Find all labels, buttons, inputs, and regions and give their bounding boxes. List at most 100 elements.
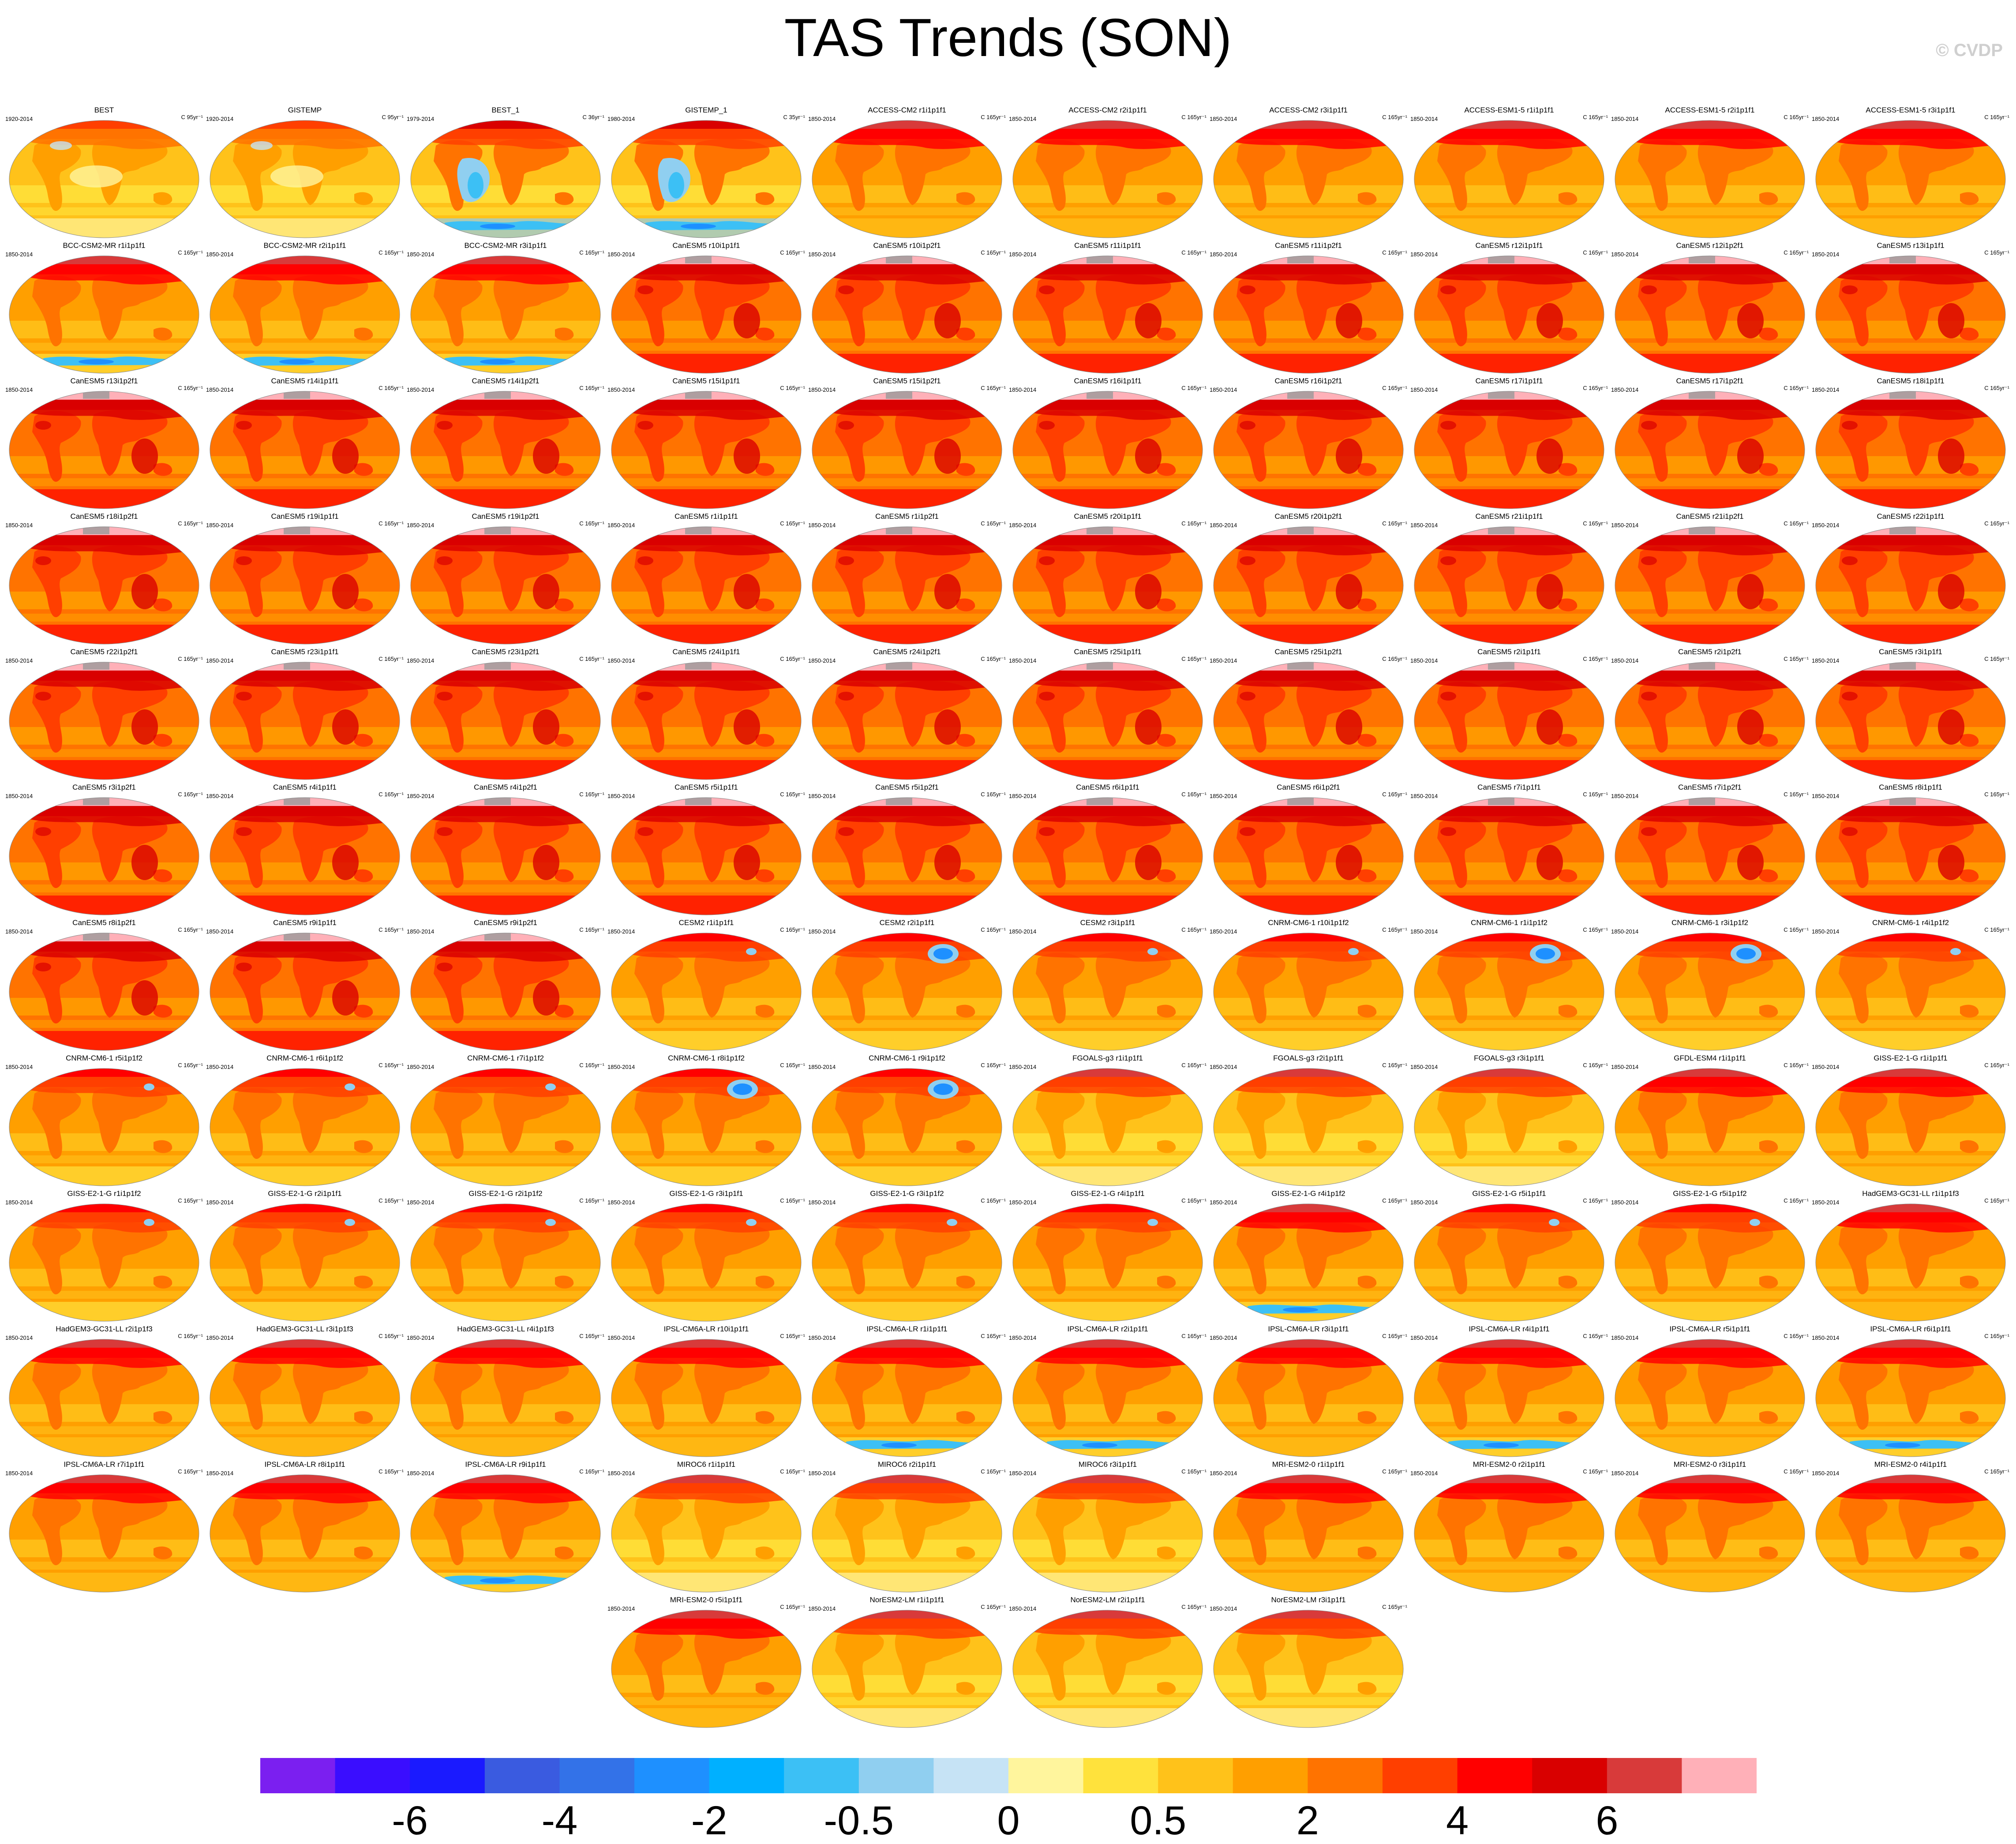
panel-years: 1850-2014 xyxy=(1611,928,1639,935)
panel-title: CanESM5 r12i1p2f1 xyxy=(1676,241,1744,250)
panel-years: 1850-2014 xyxy=(1009,116,1037,122)
panel-title: GISS-E2-1-G r4i1p1f1 xyxy=(1071,1189,1145,1198)
panel-units: C 165yr⁻¹ xyxy=(1382,385,1407,391)
trend-map xyxy=(1815,1474,2006,1593)
panel-years: 1850-2014 xyxy=(808,386,836,393)
trend-map xyxy=(1615,1203,1805,1322)
map-panel: GISS-E2-1-G r5i1p1f1 1850-2014 C 165yr⁻¹ xyxy=(1409,1189,1609,1325)
trend-map xyxy=(1615,662,1805,780)
panel-years: 1850-2014 xyxy=(5,251,33,258)
panel-years: 1850-2014 xyxy=(1611,522,1639,528)
panel-units: C 165yr⁻¹ xyxy=(1583,1197,1608,1204)
trend-map xyxy=(1815,662,2006,780)
panel-years: 1850-2014 xyxy=(1812,1199,1840,1206)
panel-title: GFDL-ESM4 r1i1p1f1 xyxy=(1674,1054,1746,1062)
trend-map xyxy=(1414,526,1604,645)
colorbar-swatch xyxy=(1383,1758,1458,1793)
panel-units: C 165yr⁻¹ xyxy=(1181,1468,1207,1475)
trend-map xyxy=(1213,526,1404,645)
trend-map xyxy=(1213,797,1404,915)
trend-map xyxy=(1615,1068,1805,1186)
map-panel: CNRM-CM6-1 r5i1p1f2 1850-2014 C 165yr⁻¹ xyxy=(4,1054,204,1190)
panel-title: CNRM-CM6-1 r4i1p1f2 xyxy=(1872,918,1949,927)
panel-title: GISS-E2-1-G r1i1p1f2 xyxy=(67,1189,141,1198)
trend-map xyxy=(1615,120,1805,238)
map-panel: ACCESS-ESM1-5 r3i1p1f1 1850-2014 C 165yr⁻¹ xyxy=(1811,106,2010,242)
trend-map xyxy=(1615,1339,1805,1457)
map-panel: GISS-E2-1-G r3i1p1f2 1850-2014 C 165yr⁻¹ xyxy=(807,1189,1007,1325)
panel-years: 1850-2014 xyxy=(1210,1605,1237,1612)
trend-map xyxy=(210,1474,400,1593)
map-panel: GISS-E2-1-G r1i1p1f2 1850-2014 C 165yr⁻¹ xyxy=(4,1189,204,1325)
panel-title: IPSL-CM6A-LR r2i1p1f1 xyxy=(1067,1325,1148,1333)
panel-years: 1850-2014 xyxy=(5,522,33,528)
trend-map xyxy=(1414,797,1604,915)
map-panel: GISS-E2-1-G r2i1p1f2 1850-2014 C 165yr⁻¹ xyxy=(406,1189,605,1325)
colorbar-swatch xyxy=(1682,1758,1757,1793)
panel-units: C 165yr⁻¹ xyxy=(1382,114,1407,120)
panel-title: CanESM5 r9i1p1f1 xyxy=(273,918,337,927)
panel-units: C 165yr⁻¹ xyxy=(378,1468,404,1475)
trend-map xyxy=(611,662,802,780)
trend-map xyxy=(410,1203,601,1322)
panel-title: CanESM5 r5i1p2f1 xyxy=(875,783,939,791)
panel-years: 1850-2014 xyxy=(808,793,836,799)
panel-units: C 165yr⁻¹ xyxy=(1984,1197,2009,1204)
panel-title: CanESM5 r2i1p1f1 xyxy=(1477,648,1541,656)
panel-title: CanESM5 r14i1p1f1 xyxy=(271,377,339,385)
panel-title: CanESM5 r10i1p2f1 xyxy=(873,241,941,250)
panel-units: C 165yr⁻¹ xyxy=(579,1197,604,1204)
panel-years: 1850-2014 xyxy=(1210,657,1237,664)
panel-years: 1850-2014 xyxy=(1009,1470,1037,1477)
map-panel: CanESM5 r8i1p1f1 1850-2014 C 165yr⁻¹ xyxy=(1811,783,2010,919)
panel-title: CanESM5 r19i1p1f1 xyxy=(271,512,339,521)
panel-units: C 165yr⁻¹ xyxy=(780,1604,805,1610)
panel-title: MRI-ESM2-0 r2i1p1f1 xyxy=(1473,1460,1546,1469)
trend-map xyxy=(1815,391,2006,509)
trend-map xyxy=(1213,1068,1404,1186)
panel-units: C 165yr⁻¹ xyxy=(1382,1333,1407,1339)
trend-map xyxy=(410,797,601,915)
panel-units: C 165yr⁻¹ xyxy=(1984,249,2009,256)
panel-title: CanESM5 r4i1p1f1 xyxy=(273,783,337,791)
panel-years: 1850-2014 xyxy=(607,657,635,664)
panel-units: C 165yr⁻¹ xyxy=(579,656,604,662)
map-panel: CanESM5 r4i1p2f1 1850-2014 C 165yr⁻¹ xyxy=(406,783,605,919)
panel-years: 1850-2014 xyxy=(808,1064,836,1070)
colorbar-labels: -6 -4 -2 -0.5 0 0.5 2 4 6 xyxy=(0,1798,2016,1843)
trend-map xyxy=(812,526,1002,645)
panel-years: 1850-2014 xyxy=(808,928,836,935)
colorbar-swatch xyxy=(1233,1758,1308,1793)
trend-map xyxy=(611,1474,802,1593)
trend-map xyxy=(611,1068,802,1186)
trend-map xyxy=(1213,1474,1404,1593)
panel-title: FGOALS-g3 r1i1p1f1 xyxy=(1072,1054,1143,1062)
trend-map xyxy=(1012,797,1203,915)
panel-title: CanESM5 r17i1p2f1 xyxy=(1676,377,1744,385)
panel-years: 1850-2014 xyxy=(5,1470,33,1477)
map-panel: CNRM-CM6-1 r6i1p1f2 1850-2014 C 165yr⁻¹ xyxy=(205,1054,405,1190)
trend-map xyxy=(611,255,802,374)
colorbar-swatch xyxy=(484,1758,560,1793)
trend-map xyxy=(1615,391,1805,509)
map-panel: CNRM-CM6-1 r4i1p1f2 1850-2014 C 165yr⁻¹ xyxy=(1811,918,2010,1054)
map-panel: CESM2 r3i1p1f1 1850-2014 C 165yr⁻¹ xyxy=(1008,918,1207,1054)
panel-title: CanESM5 r11i1p2f1 xyxy=(1275,241,1342,250)
map-panel: CNRM-CM6-1 r8i1p1f2 1850-2014 C 165yr⁻¹ xyxy=(607,1054,806,1190)
map-panel: NorESM2-LM r2i1p1f1 1850-2014 C 165yr⁻¹ xyxy=(1008,1596,1207,1732)
panel-title: CanESM5 r5i1p1f1 xyxy=(674,783,738,791)
map-panel: CNRM-CM6-1 r1i1p1f2 1850-2014 C 165yr⁻¹ xyxy=(1409,918,1609,1054)
panel-years: 1850-2014 xyxy=(1410,1199,1438,1206)
panel-title: BCC-CSM2-MR r1i1p1f1 xyxy=(63,241,146,250)
panel-units: C 165yr⁻¹ xyxy=(1984,656,2009,662)
map-panel: MRI-ESM2-0 r3i1p1f1 1850-2014 C 165yr⁻¹ xyxy=(1610,1460,1810,1596)
panel-units: C 165yr⁻¹ xyxy=(981,114,1006,120)
panel-years: 1850-2014 xyxy=(1410,251,1438,258)
map-panel: CanESM5 r19i1p2f1 1850-2014 C 165yr⁻¹ xyxy=(406,512,605,648)
trend-map xyxy=(210,255,400,374)
panel-title: MRI-ESM2-0 r1i1p1f1 xyxy=(1272,1460,1345,1469)
panel-title: GISS-E2-1-G r1i1p1f1 xyxy=(1874,1054,1948,1062)
panel-units: C 165yr⁻¹ xyxy=(1181,1604,1207,1610)
map-panel: CanESM5 r22i1p1f1 1850-2014 C 165yr⁻¹ xyxy=(1811,512,2010,648)
trend-map xyxy=(812,1339,1002,1457)
